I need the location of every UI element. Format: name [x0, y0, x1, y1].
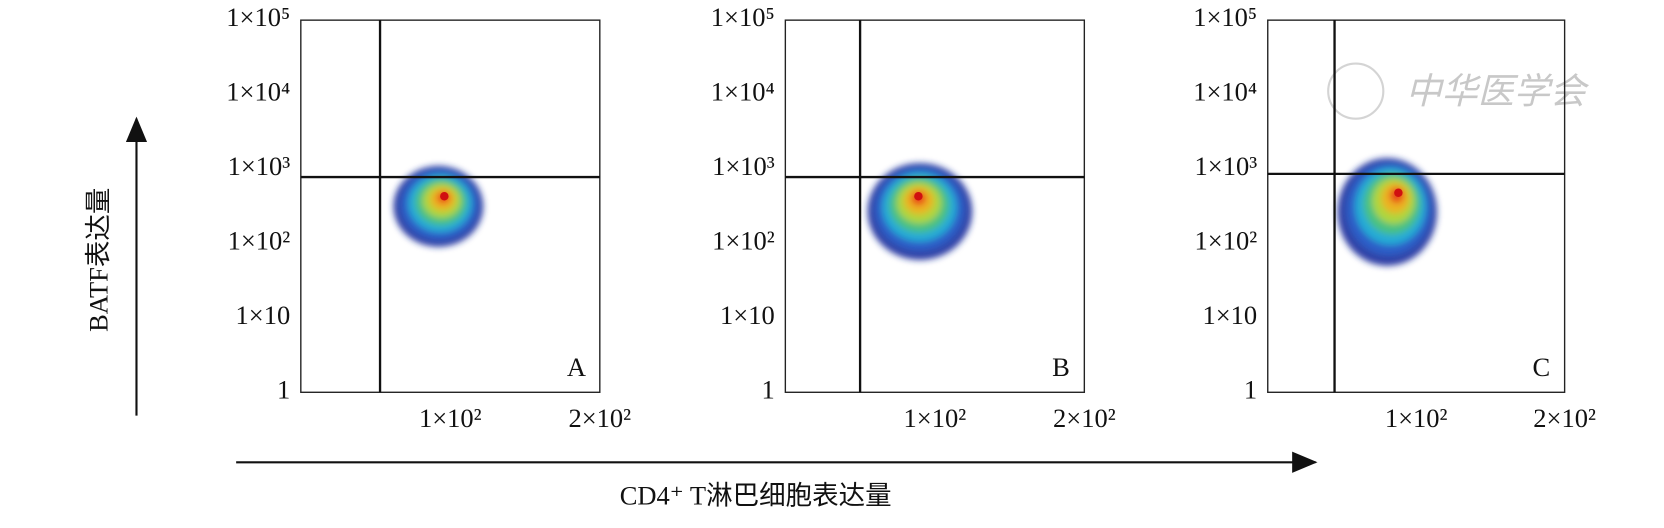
y-tick-label: 1×10⁵: [1193, 2, 1257, 32]
y-tick-label: 1: [761, 374, 774, 404]
y-tick-label: 1×10²: [228, 226, 291, 256]
y-tick-label: 1×10²: [1195, 226, 1258, 256]
x-tick-label: 1×10²: [904, 403, 967, 433]
density-peak: [440, 192, 449, 201]
x-tick-label: 1×10²: [419, 403, 482, 433]
y-tick-label: 1×10⁴: [711, 77, 775, 107]
x-tick-label: 1×10²: [1385, 403, 1448, 433]
y-tick-label: 1×10⁵: [226, 2, 290, 32]
plot-frame: [1267, 19, 1566, 393]
plot-frame: [784, 19, 1086, 393]
y-tick-label: 1×10³: [712, 151, 775, 181]
y-tick-label: 1×10²: [712, 226, 775, 256]
density-cloud: [867, 163, 973, 260]
y-tick-label: 1: [1244, 374, 1257, 404]
plot-frame: [300, 19, 601, 393]
x-tick-label: 2×10²: [568, 403, 631, 433]
y-axis-title: BATF表达量: [84, 188, 114, 332]
y-tick-label: 1×10: [1202, 300, 1257, 330]
y-tick-label: 1×10⁴: [1193, 77, 1257, 107]
density-peak: [1394, 188, 1403, 197]
y-tick-label: 1×10⁵: [711, 2, 775, 32]
panel-label: A: [567, 352, 586, 382]
panel-label: B: [1052, 352, 1070, 382]
y-tick-label: 1×10⁴: [226, 77, 290, 107]
y-tick-label: 1×10: [236, 300, 291, 330]
watermark: 中华医学会: [1406, 72, 1590, 112]
density-peak: [914, 192, 923, 201]
density-cloud: [393, 165, 484, 247]
y-tick-label: 1×10³: [228, 151, 291, 181]
y-tick-label: 1×10³: [1195, 151, 1258, 181]
density-cloud: [1337, 158, 1437, 266]
y-tick-label: 1: [277, 374, 290, 404]
y-tick-label: 1×10: [720, 300, 775, 330]
panel-label: C: [1532, 352, 1550, 382]
watermark-logo: [1327, 62, 1385, 120]
x-axis-title: CD4⁺ T淋巴细胞表达量: [620, 480, 892, 510]
x-tick-label: 2×10²: [1053, 403, 1116, 433]
x-tick-label: 2×10²: [1533, 403, 1596, 433]
